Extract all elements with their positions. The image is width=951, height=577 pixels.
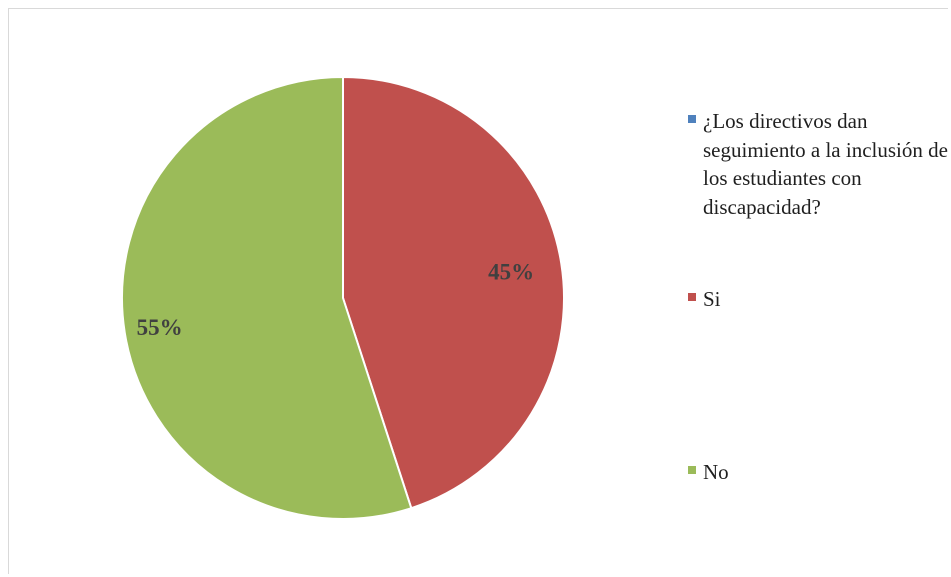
legend-label-si: Si [703,287,721,311]
legend-item-no: No [688,458,948,487]
data-label-si: 45% [488,259,534,284]
legend-label-no: No [703,460,729,484]
legend-swatch-question [688,115,696,123]
legend-swatch-no [688,466,696,474]
pie-slice-si [342,75,565,510]
legend: ¿Los directivos dan seguimiento a la inc… [688,0,950,577]
legend-label-question: ¿Los directivos dan seguimiento a la inc… [703,109,948,219]
data-label-no: 55% [137,315,183,340]
legend-item-si: Si [688,285,948,314]
legend-swatch-si [688,293,696,301]
pie-chart: 45% 55% [121,75,565,520]
pie-slice-no [121,75,413,520]
chart-area: 45% 55% [8,8,948,574]
legend-item-question: ¿Los directivos dan seguimiento a la inc… [688,107,948,221]
